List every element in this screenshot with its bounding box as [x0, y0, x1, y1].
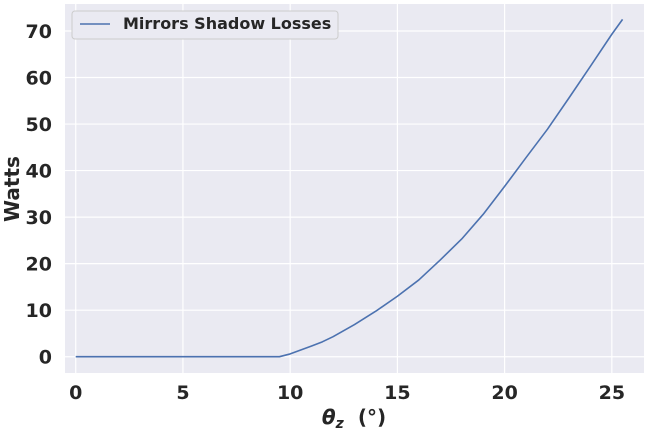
y-tick-label-30: 30: [26, 207, 52, 229]
y-tick-label-0: 0: [39, 347, 52, 369]
x-tick-label-10: 10: [277, 382, 303, 404]
x-tick-label-15: 15: [384, 382, 410, 404]
x-tick-label-5: 5: [176, 382, 189, 404]
x-axis-label-symbol: θ: [322, 405, 336, 429]
plot-background: [65, 4, 644, 373]
x-axis-label-subscript: z: [335, 416, 345, 432]
y-tick-label-60: 60: [26, 68, 52, 90]
grid: [65, 4, 644, 373]
x-tick-label-0: 0: [69, 382, 82, 404]
legend: Mirrors Shadow Losses: [71, 10, 339, 40]
x-axis-label: θz (°): [322, 405, 386, 432]
x-tick-labels: 0 5 10 15 20 25: [69, 382, 625, 404]
y-tick-label-20: 20: [26, 254, 52, 276]
x-tick-label-25: 25: [599, 382, 625, 404]
legend-box: [71, 10, 339, 40]
series-line-0: [75, 18, 624, 358]
legend-label-mirrors-shadow-losses: Mirrors Shadow Losses: [123, 14, 331, 33]
y-tick-label-50: 50: [26, 114, 52, 136]
y-axis-label: Watts: [0, 156, 24, 222]
x-axis-label-unit: (°): [358, 405, 386, 429]
x-tick-label-20: 20: [491, 382, 517, 404]
y-tick-labels: 0 10 20 30 40 50 60 70: [26, 21, 52, 369]
y-tick-label-70: 70: [26, 21, 52, 43]
series-lines: [75, 18, 624, 358]
y-tick-label-10: 10: [26, 300, 52, 322]
y-tick-label-40: 40: [26, 161, 52, 183]
